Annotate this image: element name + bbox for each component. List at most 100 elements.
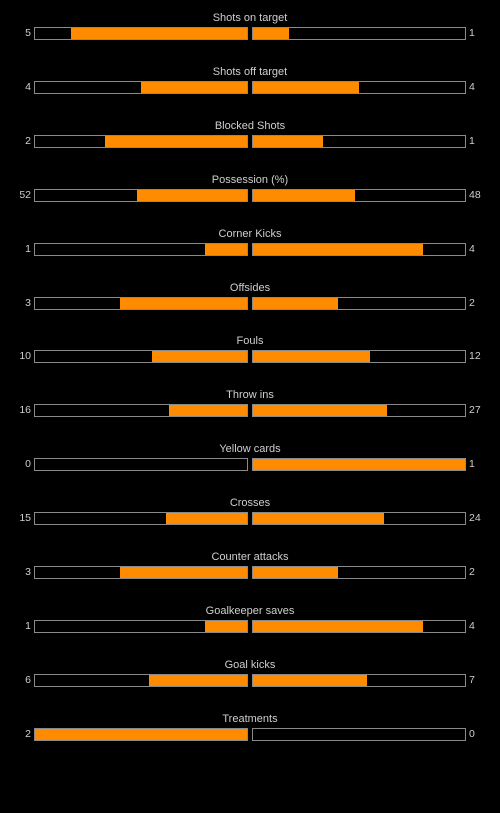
home-bar-fill (168, 405, 247, 417)
home-value: 15 (19, 512, 31, 525)
home-value: 1 (25, 619, 31, 632)
home-bar (34, 566, 248, 579)
home-bar-fill (136, 189, 247, 201)
away-bar-fill (253, 81, 359, 93)
stat-row: Shots on target 5 1 (0, 0, 500, 40)
away-bar (252, 134, 466, 148)
away-bar (252, 566, 466, 579)
home-bar-fill (35, 728, 247, 740)
stat-label: Offsides (229, 281, 271, 294)
stat-label: Shots off target (212, 65, 288, 78)
home-bar-fill (204, 620, 247, 632)
away-bar (252, 512, 466, 526)
home-value: 16 (19, 404, 31, 417)
stat-row: Crosses 15 24 (0, 485, 500, 526)
home-bar-fill (119, 297, 247, 309)
away-bar-fill (253, 620, 423, 632)
stat-label: Corner Kicks (218, 227, 282, 240)
away-bar (252, 27, 466, 40)
stat-row: Possession (%) 52 48 (0, 162, 500, 202)
home-bar (34, 404, 248, 418)
home-bar-fill (204, 243, 247, 255)
away-value: 12 (469, 350, 481, 363)
away-bar (252, 296, 466, 310)
away-value: 1 (469, 134, 475, 147)
home-value: 1 (25, 242, 31, 255)
away-value: 7 (469, 673, 475, 686)
home-bar (34, 673, 248, 687)
home-bar (34, 134, 248, 148)
home-value: 2 (25, 134, 31, 147)
home-bar-fill (119, 567, 247, 578)
stat-label: Fouls (236, 335, 264, 348)
stat-label: Goalkeeper saves (205, 604, 295, 617)
stat-row: Offsides 3 2 (0, 270, 500, 310)
away-value: 48 (469, 188, 481, 201)
away-bar-fill (253, 405, 387, 417)
away-bar-fill (253, 459, 465, 471)
stat-row: Goalkeeper saves 1 4 (0, 593, 500, 633)
home-bar (34, 350, 248, 364)
home-bar (34, 80, 248, 94)
stat-label: Goal kicks (224, 658, 276, 671)
home-value: 0 (25, 458, 31, 471)
home-value: 2 (25, 727, 31, 740)
home-value: 10 (19, 350, 31, 363)
away-bar-fill (253, 513, 385, 525)
away-value: 4 (469, 80, 475, 93)
away-bar-fill (253, 135, 323, 147)
away-bar (252, 727, 466, 741)
away-value: 2 (469, 296, 475, 309)
home-bar-fill (141, 81, 247, 93)
stat-label: Crosses (229, 497, 271, 510)
stat-row: Blocked Shots 2 1 (0, 108, 500, 148)
stat-row: Yellow cards 0 1 (0, 431, 500, 472)
away-bar (252, 673, 466, 687)
away-bar-fill (253, 567, 338, 578)
home-bar-fill (104, 135, 247, 147)
home-bar (34, 727, 248, 741)
away-bar (252, 350, 466, 364)
away-bar (252, 619, 466, 633)
away-value: 0 (469, 727, 475, 740)
stat-row: Counter attacks 3 2 (0, 539, 500, 579)
home-bar (34, 619, 248, 633)
stat-label: Treatments (222, 712, 278, 725)
away-bar (252, 188, 466, 202)
away-bar-fill (253, 243, 423, 255)
stat-row: Fouls 10 12 (0, 323, 500, 364)
stat-row: Corner Kicks 1 4 (0, 216, 500, 256)
away-bar (252, 404, 466, 418)
stat-row: Goal kicks 6 7 (0, 647, 500, 687)
away-bar-fill (253, 351, 370, 363)
away-bar-fill (253, 297, 338, 309)
home-bar-fill (71, 28, 247, 39)
away-value: 2 (469, 566, 475, 578)
away-bar (252, 242, 466, 256)
home-bar-fill (149, 674, 247, 686)
stat-label: Throw ins (226, 389, 274, 402)
home-value: 3 (25, 566, 31, 578)
stat-label: Counter attacks (211, 551, 289, 563)
away-value: 27 (469, 404, 481, 417)
home-bar (34, 27, 248, 40)
home-value: 6 (25, 673, 31, 686)
stat-row: Shots off target 4 4 (0, 54, 500, 94)
away-bar-fill (253, 674, 368, 686)
away-bar-fill (253, 189, 355, 201)
away-bar (252, 458, 466, 472)
home-value: 52 (19, 188, 31, 201)
away-value: 1 (469, 27, 475, 39)
home-bar (34, 242, 248, 256)
home-bar (34, 512, 248, 526)
stat-label: Yellow cards (219, 443, 281, 456)
stat-label: Blocked Shots (214, 119, 286, 132)
away-bar-fill (253, 28, 290, 39)
home-bar (34, 188, 248, 202)
home-value: 4 (25, 80, 31, 93)
away-value: 1 (469, 458, 475, 471)
home-bar (34, 458, 248, 472)
stat-row: Treatments 2 0 (0, 701, 500, 741)
home-value: 5 (25, 27, 31, 39)
home-bar-fill (151, 351, 247, 363)
